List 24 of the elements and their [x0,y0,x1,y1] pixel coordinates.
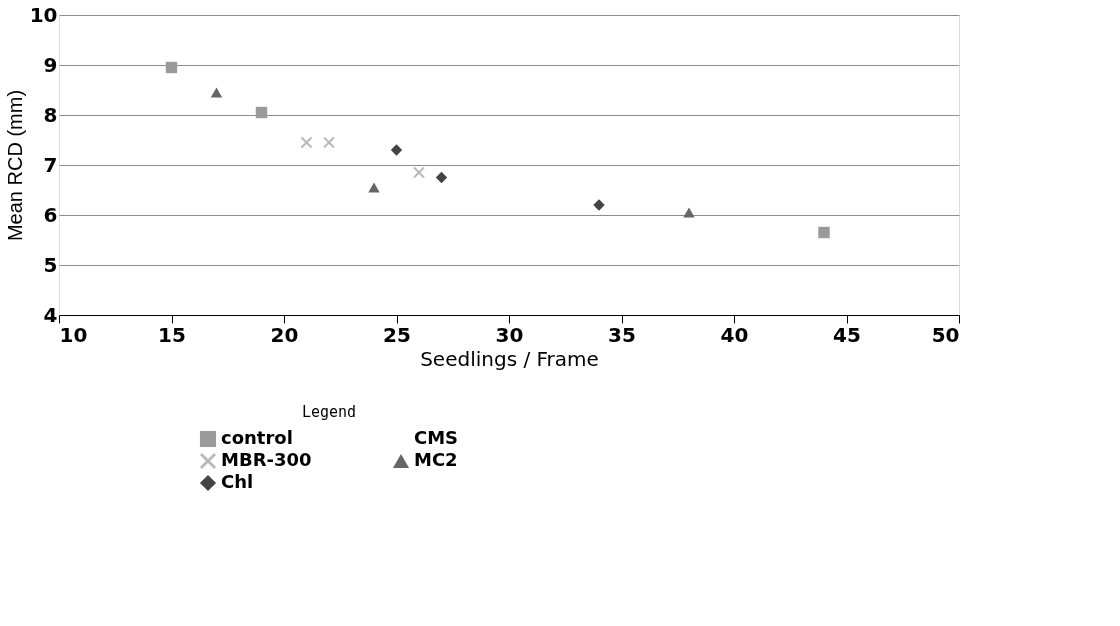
legend-label: MBR-300 [221,449,312,470]
x-tick-label: 50 [931,322,960,347]
text: CMS [414,427,459,448]
y-tick-label: 8 [43,102,58,127]
y-tick-label: 10 [29,2,58,27]
x-tick-label: 30 [495,322,524,347]
x-axis-title: Seedlings / Frame [420,346,599,371]
x-tick-label: 15 [158,322,186,347]
legend-label: control [221,427,293,448]
legend-label: Chl [221,471,254,492]
y-axis-title: Mean RCD (mm) [3,89,26,242]
x-tick-label: 20 [270,322,299,347]
legend-label: MC2 [414,449,458,470]
x-tick-label: 45 [833,322,861,347]
y-tick-label: 5 [43,252,58,277]
x-tick-label: 25 [383,322,411,347]
x-tick-label: 35 [608,322,636,347]
y-tick-label: 7 [43,152,58,177]
x-tick-label: 10 [59,322,88,347]
legend-title: Legend [301,403,357,421]
y-tick-label: 9 [43,52,58,77]
y-tick-label: 6 [43,202,58,227]
x-tick-label: 40 [720,322,749,347]
y-tick-label: 4 [43,302,58,327]
